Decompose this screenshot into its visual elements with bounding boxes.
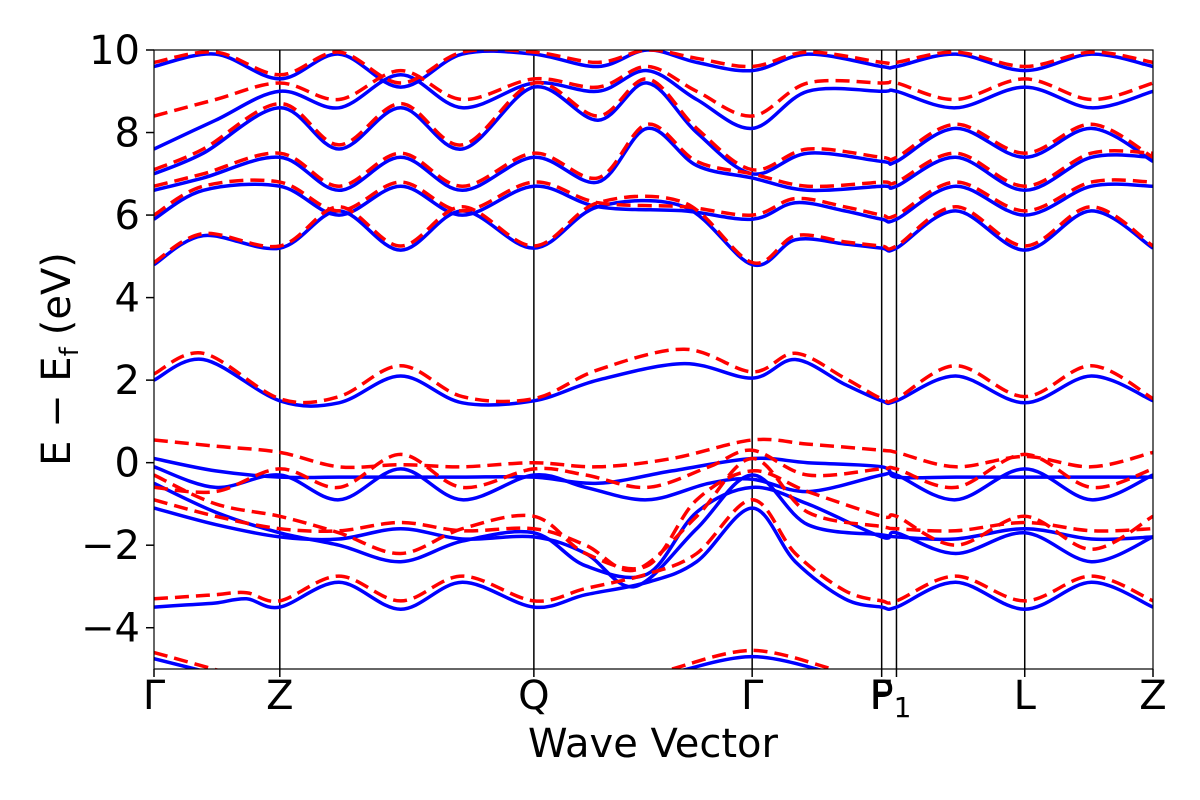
dashed-band-7 xyxy=(154,178,1153,220)
y-axis-label-sub: f xyxy=(55,346,85,356)
dashed-band-8 xyxy=(154,122,1153,189)
y-tick-label: −2 xyxy=(81,523,140,569)
dashed-band-0 xyxy=(154,498,1153,605)
solid-band-10 xyxy=(154,68,1153,151)
solid-band-8 xyxy=(154,126,1153,193)
dashed-band-2 xyxy=(154,469,1153,571)
x-tick-label: Γ xyxy=(143,673,166,719)
y-tick-label: 2 xyxy=(115,358,140,404)
y-axis-label-main: E − E xyxy=(34,356,80,466)
x-tick-label: Z xyxy=(266,673,293,719)
x-tick-label: L xyxy=(1014,673,1037,719)
solid-band-2 xyxy=(154,481,1153,580)
y-axis-ticks: −4 −2 0 2 4 6 8 10 xyxy=(81,28,154,652)
x-tick-label: P1 xyxy=(869,673,911,724)
bands-group xyxy=(154,50,1153,669)
dashed-band-6 xyxy=(154,194,1153,265)
dashed-band-4 xyxy=(154,448,1153,495)
x-tick-label: Z xyxy=(1139,673,1166,719)
dashed-band-11 xyxy=(154,50,1153,85)
y-tick-label: 4 xyxy=(115,276,140,322)
solid-band-1 xyxy=(154,473,1153,589)
plot-frame xyxy=(153,49,1154,670)
y-tick-label: 10 xyxy=(89,28,140,74)
svg-text:E − Ef(eV): E − Ef (eV) xyxy=(34,252,85,466)
solid-band-5 xyxy=(154,357,1153,408)
solid-band-0 xyxy=(154,506,1153,612)
y-axis-label-unit: (eV) xyxy=(34,252,80,335)
y-tick-label: 8 xyxy=(115,111,140,157)
dashed-lower-band-0 xyxy=(154,650,220,669)
x-axis-label: Wave Vector xyxy=(528,721,779,767)
y-tick-label: 6 xyxy=(115,193,140,239)
solid-lower-band-1 xyxy=(681,654,824,669)
x-tick-label: Γ xyxy=(741,673,764,719)
y-tick-label: 0 xyxy=(115,441,140,487)
y-tick-label: −4 xyxy=(81,606,140,652)
dashed-band-10 xyxy=(154,64,1153,118)
dashed-band-3 xyxy=(154,437,1153,470)
solid-band-7 xyxy=(154,182,1153,224)
solid-lower-band-0 xyxy=(154,657,203,669)
solid-band-9 xyxy=(154,81,1153,176)
dashed-band-1 xyxy=(154,456,1153,573)
x-axis-ticks: Γ Z Q Γ FP1 L Z xyxy=(143,669,1167,724)
dashed-band-9 xyxy=(154,77,1153,172)
y-axis-label: E − Ef (eV) xyxy=(34,252,85,466)
x-tick-label: F xyxy=(870,673,893,719)
solid-band-4 xyxy=(154,465,1153,502)
x-tick-label: Q xyxy=(518,673,549,719)
